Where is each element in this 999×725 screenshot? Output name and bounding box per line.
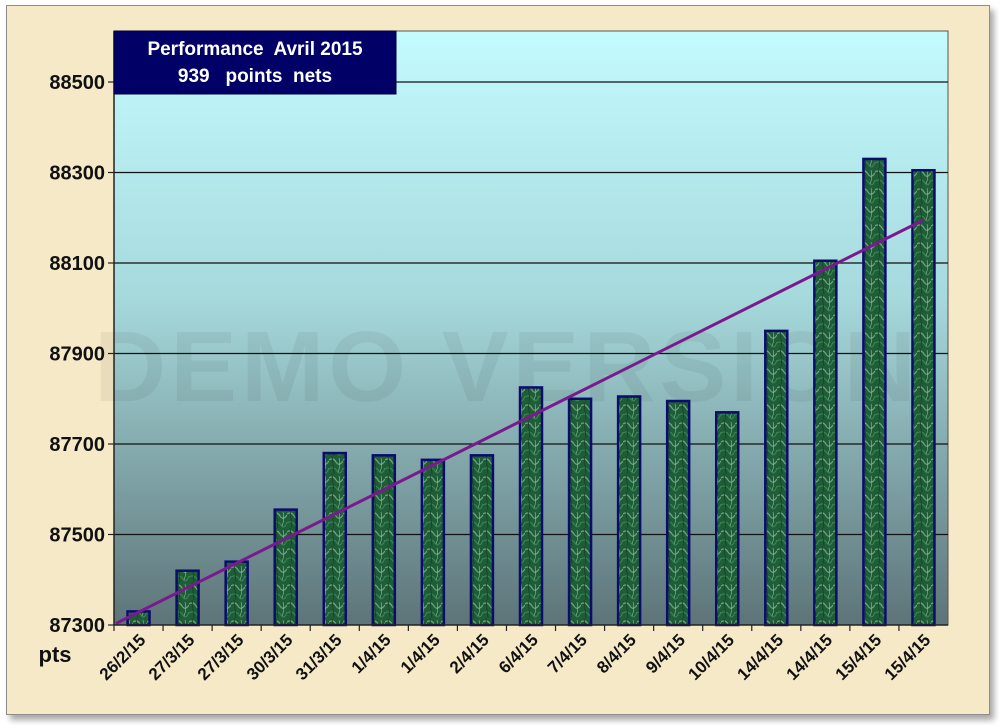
watermark-text: DEMO VERSION — [94, 311, 920, 423]
x-tick-label: 30/3/15 — [243, 630, 297, 684]
y-tick-label: 88300 — [49, 163, 105, 185]
x-tick-label: 10/4/15 — [685, 630, 739, 684]
bar — [175, 569, 200, 627]
bar — [518, 386, 544, 627]
x-tick-label: 6/4/15 — [495, 630, 542, 677]
bar — [420, 458, 446, 627]
bar — [371, 454, 397, 627]
chart-frame: DEMO VERSION 87300 87500 87700 87900 88100 88… — [6, 5, 990, 715]
x-tick-label: 27/3/15 — [145, 630, 199, 684]
performance-chart: DEMO VERSION 87300 87500 87700 87900 88100 88… — [39, 30, 949, 684]
bar-series — [126, 157, 936, 627]
y-axis-label: pts — [39, 642, 72, 667]
bar — [862, 157, 887, 627]
y-tick-label: 87300 — [49, 615, 105, 637]
y-tick-label: 87700 — [49, 434, 105, 456]
gridlines — [114, 81, 948, 536]
x-tick-label: 26/2/15 — [96, 630, 150, 684]
y-tick-label: 88500 — [49, 72, 105, 94]
x-tick-label: 27/3/15 — [194, 630, 248, 684]
bar — [911, 168, 936, 627]
x-tick-label: 1/4/15 — [397, 630, 444, 677]
x-tick-label: 15/4/15 — [881, 630, 935, 684]
x-tick-label: 8/4/15 — [593, 630, 640, 677]
bar — [273, 508, 298, 627]
bar — [813, 259, 838, 627]
y-axis-ticks: 87300 87500 87700 87900 88100 88300 88500 — [49, 72, 114, 637]
y-tick-label: 88100 — [49, 253, 105, 275]
x-tick-label: 2/4/15 — [446, 630, 493, 677]
x-tick-label: 31/3/15 — [292, 630, 346, 684]
x-tick-label: 14/4/15 — [734, 630, 788, 684]
x-tick-label: 7/4/15 — [544, 630, 591, 677]
x-tick-label: 14/4/15 — [783, 630, 837, 684]
bar — [567, 397, 593, 627]
bar — [322, 451, 348, 627]
trend-line — [115, 218, 925, 625]
chart-subtitle: 939 points nets — [178, 66, 332, 87]
bar — [764, 329, 789, 627]
bar — [469, 454, 495, 627]
bar — [616, 395, 642, 627]
chart-title-box: Performance Avril 2015 939 points nets — [113, 30, 397, 95]
y-tick-label: 87500 — [49, 525, 105, 547]
bar — [714, 411, 740, 627]
bar — [224, 560, 249, 627]
x-tick-label: 9/4/15 — [642, 630, 689, 677]
y-tick-label: 87900 — [49, 344, 105, 366]
x-tick-label: 15/4/15 — [832, 630, 886, 684]
x-tick-label: 1/4/15 — [348, 630, 395, 677]
bar — [665, 399, 691, 627]
chart-title: Performance Avril 2015 — [147, 39, 363, 60]
